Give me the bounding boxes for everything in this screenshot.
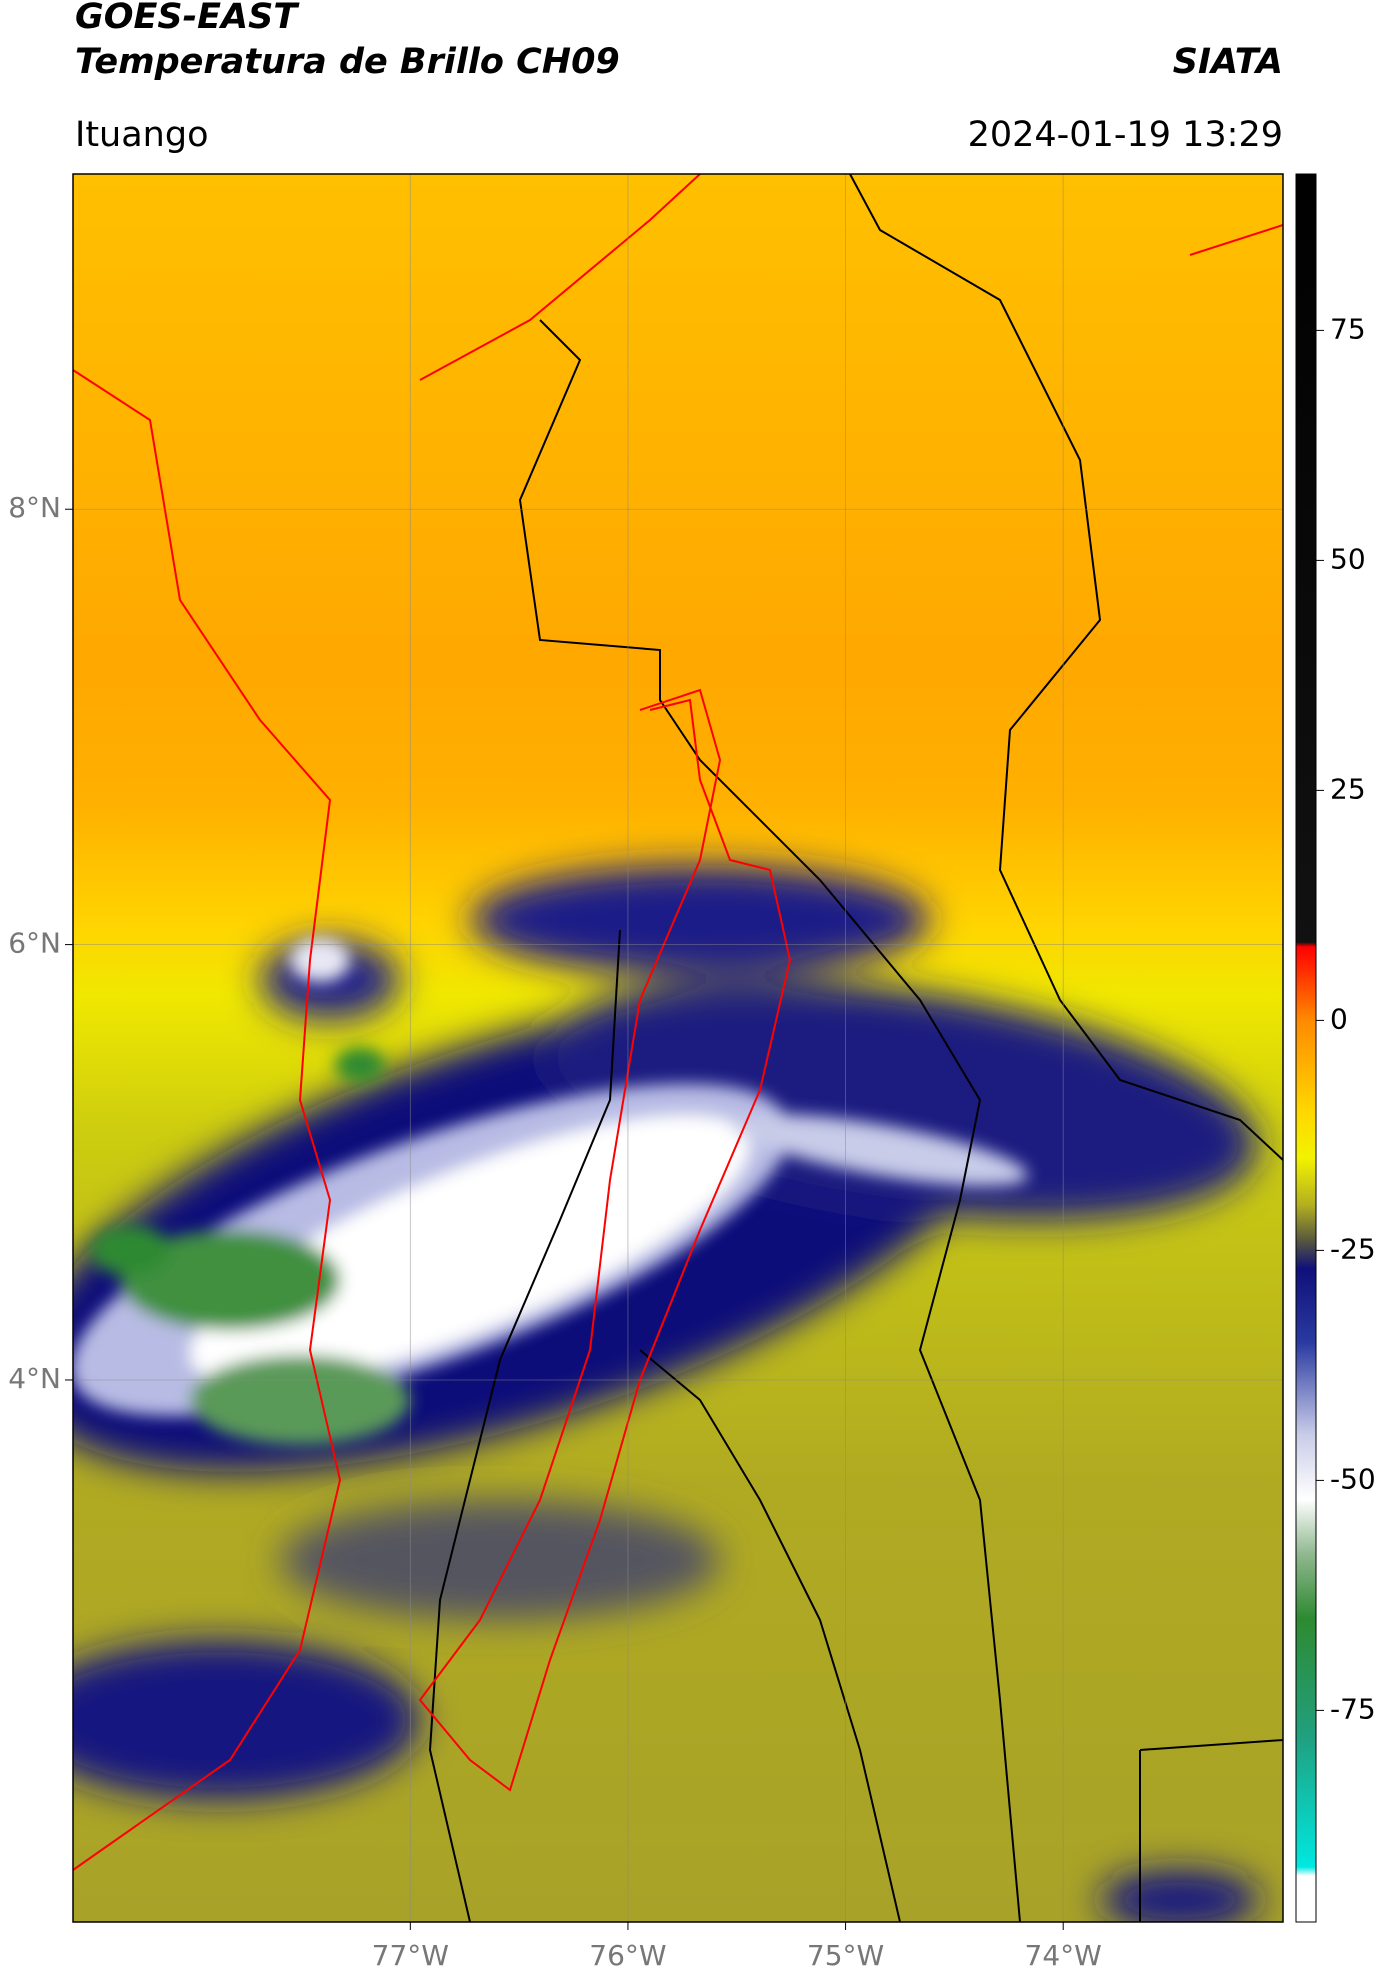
- y-tick-label: 4°N: [8, 1362, 61, 1395]
- brand: SIATA: [1173, 42, 1283, 82]
- x-tick-label: 74°W: [1025, 1939, 1102, 1972]
- y-tick-label: 6°N: [8, 927, 61, 960]
- colorbar-tick-label: 25: [1330, 772, 1366, 805]
- y-tick-label: 8°N: [8, 491, 61, 524]
- location: Ituango: [75, 115, 209, 155]
- colorbar-tick-label: 75: [1330, 312, 1366, 345]
- x-tick-label: 77°W: [372, 1939, 449, 1972]
- colorbar-tick-label: -75: [1330, 1692, 1376, 1725]
- colorbar-tick-label: 50: [1330, 542, 1366, 575]
- colorbar-tick-label: -25: [1330, 1232, 1376, 1265]
- satellite-field: [73, 174, 1283, 1922]
- map-frame: [72, 173, 1284, 1923]
- colorbar-tick-label: -50: [1330, 1462, 1376, 1495]
- x-tick-label: 76°W: [589, 1939, 666, 1972]
- title: GOES-EAST: [75, 0, 300, 37]
- subtitle: Temperatura de Brillo CH09: [75, 42, 620, 82]
- timestamp: 2024-01-19 13:29: [968, 115, 1283, 155]
- colorbar-tick-label: 0: [1330, 1002, 1348, 1035]
- x-tick-label: 75°W: [807, 1939, 884, 1972]
- colorbar: [1295, 173, 1317, 1923]
